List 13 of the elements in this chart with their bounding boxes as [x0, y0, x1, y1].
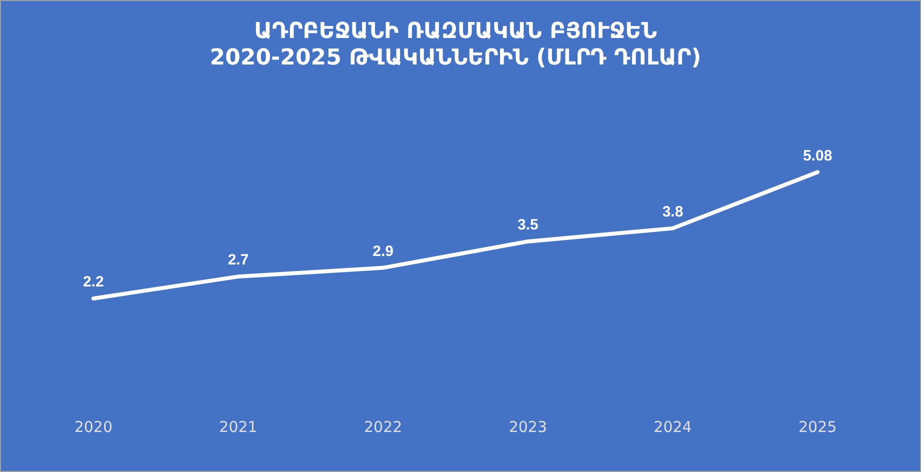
data-label: 3.8	[662, 203, 684, 220]
x-tick-label: 2025	[798, 418, 837, 436]
data-label: 2.9	[372, 242, 394, 260]
x-tick-label: 2022	[364, 418, 402, 436]
data-label: 3.5	[517, 216, 538, 234]
x-tick-label: 2020	[74, 418, 113, 436]
x-tick-label: 2024	[654, 418, 692, 436]
data-label: 2.7	[228, 252, 249, 269]
x-tick-label: 2023	[508, 418, 548, 436]
x-tick-label: 2021	[219, 418, 258, 436]
chart-title: ԱԴՐԲԵՋԱՆԻ ՌԱԶՄԱԿԱՆ ԲՅՈՒՋԵՆ 2020-2025 ԹՎԱԿԱՆՆԵՐԻՆ (ՄԼՐԴ ԴՈԼԱՐ)	[210, 18, 702, 70]
data-label: 5.08	[802, 147, 832, 164]
data-label: 2.2	[82, 274, 104, 291]
